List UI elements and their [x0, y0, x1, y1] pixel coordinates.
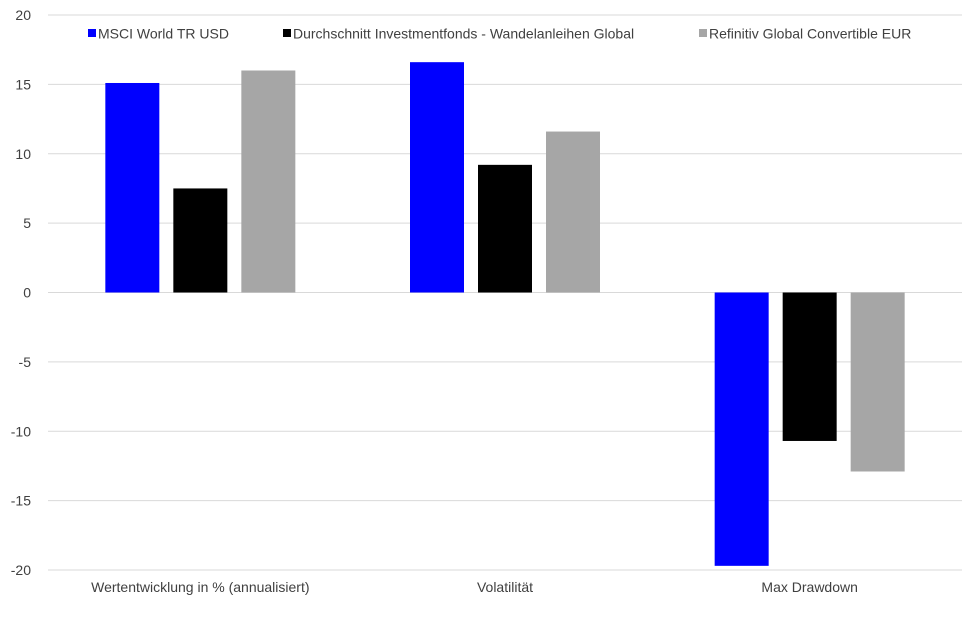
x-axis-labels: Wertentwicklung in % (annualisiert) Volat…: [91, 579, 858, 595]
y-tick-label: -15: [11, 493, 31, 509]
y-tick-label: -5: [19, 354, 32, 370]
legend: MSCI World TR USD Durchschnitt Investment…: [88, 26, 911, 42]
bar: [241, 70, 296, 293]
y-tick-label: -10: [11, 423, 31, 439]
bar: [410, 62, 464, 293]
x-category-label: Max Drawdown: [761, 579, 857, 595]
bar: [714, 292, 769, 566]
bar: [546, 131, 600, 293]
legend-label: Durchschnitt Investmentfonds - Wandelanl…: [293, 26, 634, 42]
y-axis-ticks: 20 15 10 5 0 -5 -10 -15 -20: [11, 7, 31, 578]
legend-swatch: [699, 29, 707, 37]
bar: [478, 164, 532, 293]
y-tick-label: 20: [15, 7, 31, 23]
bar: [782, 292, 837, 441]
y-tick-label: 10: [15, 146, 31, 162]
y-tick-label: 15: [15, 76, 31, 92]
y-tick-label: 0: [23, 285, 31, 301]
x-category-label: Volatilität: [477, 579, 533, 595]
bar: [173, 188, 228, 293]
x-category-label: Wertentwicklung in % (annualisiert): [91, 579, 309, 595]
legend-label: Refinitiv Global Convertible EUR: [709, 26, 911, 42]
y-tick-label: -20: [11, 562, 31, 578]
legend-label: MSCI World TR USD: [98, 26, 229, 42]
legend-swatch: [88, 29, 96, 37]
bar: [850, 292, 905, 472]
bars: [105, 62, 905, 566]
bar: [105, 82, 160, 293]
y-tick-label: 5: [23, 215, 31, 231]
legend-swatch: [283, 29, 291, 37]
